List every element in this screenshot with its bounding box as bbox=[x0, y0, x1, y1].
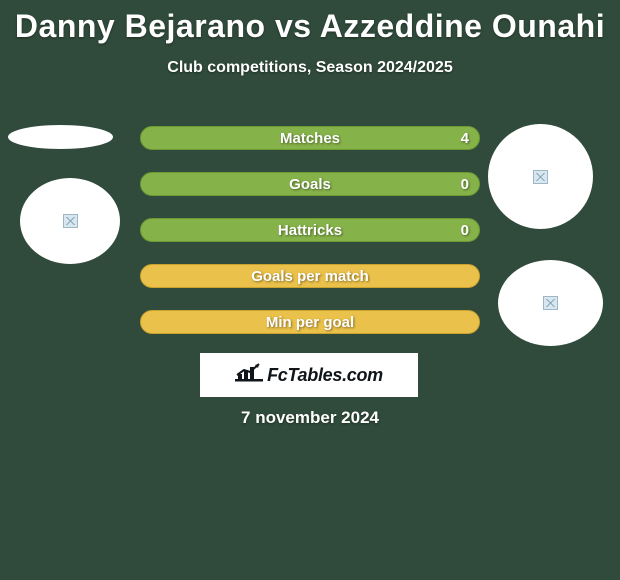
image-placeholder-icon bbox=[63, 214, 78, 228]
player-right-badge-bottom bbox=[498, 260, 603, 346]
brand-text: FcTables.com bbox=[267, 365, 383, 386]
date-label: 7 november 2024 bbox=[0, 408, 620, 428]
image-placeholder-icon bbox=[533, 170, 548, 184]
stat-value-right: 0 bbox=[461, 219, 469, 243]
player-left-badge-circle bbox=[20, 178, 120, 264]
stat-row-goals: Goals 0 bbox=[140, 172, 480, 196]
player-right-badge-top bbox=[488, 124, 593, 229]
stat-label: Goals per match bbox=[251, 268, 369, 285]
stat-label: Goals bbox=[289, 176, 331, 193]
image-placeholder-icon bbox=[543, 296, 558, 310]
stat-row-min-per-goal: Min per goal bbox=[140, 310, 480, 334]
brand-badge: FcTables.com bbox=[200, 353, 418, 397]
stat-label: Min per goal bbox=[266, 314, 354, 331]
stats-container: Matches 4 Goals 0 Hattricks 0 Goals per … bbox=[140, 126, 480, 356]
stat-row-hattricks: Hattricks 0 bbox=[140, 218, 480, 242]
page-title: Danny Bejarano vs Azzeddine Ounahi bbox=[0, 0, 620, 45]
chart-icon bbox=[235, 362, 263, 389]
stat-value-right: 0 bbox=[461, 173, 469, 197]
stat-label: Hattricks bbox=[278, 222, 342, 239]
stat-row-goals-per-match: Goals per match bbox=[140, 264, 480, 288]
stat-value-right: 4 bbox=[461, 127, 469, 151]
player-left-badge-ellipse bbox=[8, 125, 113, 149]
stat-row-matches: Matches 4 bbox=[140, 126, 480, 150]
stat-label: Matches bbox=[280, 130, 340, 147]
subtitle: Club competitions, Season 2024/2025 bbox=[0, 59, 620, 77]
